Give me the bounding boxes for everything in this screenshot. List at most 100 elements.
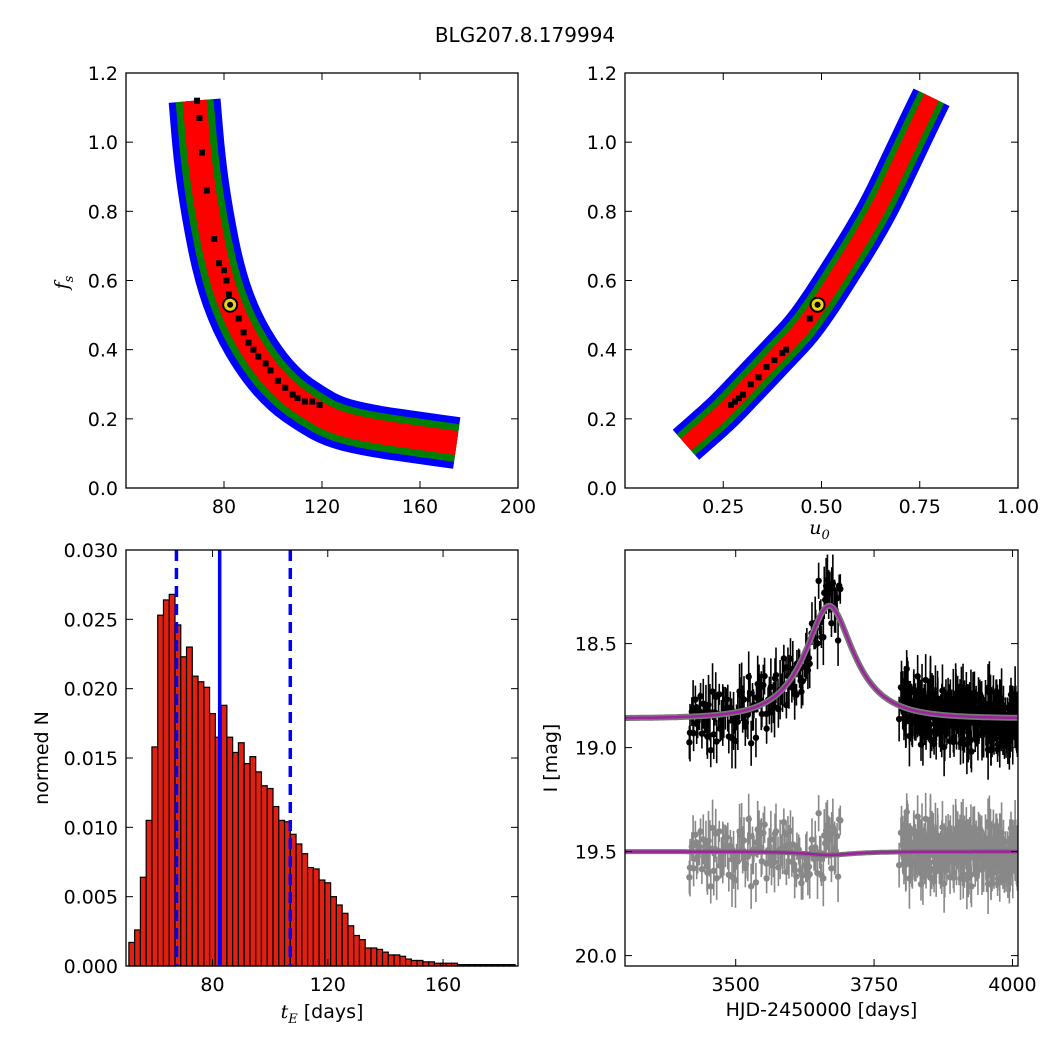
histogram-bar bbox=[370, 947, 378, 967]
histogram-bar bbox=[278, 819, 286, 967]
histogram-bar bbox=[260, 785, 268, 967]
data-point bbox=[799, 677, 806, 685]
y-axis-label: fs bbox=[51, 275, 77, 291]
y-tick-label: 20.0 bbox=[575, 946, 617, 968]
x-tick-label: 80 bbox=[212, 496, 236, 518]
sample-point bbox=[196, 114, 203, 121]
sample-point bbox=[771, 357, 778, 364]
data-point bbox=[1014, 733, 1018, 740]
data-point bbox=[760, 681, 767, 689]
data-point bbox=[692, 696, 699, 703]
panel-tE-fs: 80 120 160 200 0.0 0.2 0.4 0.6 0.8 1.0 1.2 fs bbox=[51, 63, 536, 518]
x-tick-label: 120 bbox=[304, 496, 340, 518]
histogram-bar bbox=[180, 656, 188, 967]
sample-point bbox=[250, 346, 257, 353]
residual-point bbox=[740, 837, 748, 844]
histogram-bar bbox=[168, 593, 176, 967]
histogram-bar bbox=[128, 941, 136, 967]
residual-point bbox=[697, 828, 704, 835]
histogram-bar bbox=[416, 959, 424, 967]
data-point bbox=[740, 696, 748, 703]
best-fit-center bbox=[814, 301, 821, 308]
x-tick-label: 0.25 bbox=[702, 496, 744, 518]
plot-area bbox=[625, 554, 1018, 915]
histogram-bar bbox=[191, 675, 199, 967]
residual-point bbox=[690, 865, 697, 872]
residual-point bbox=[808, 836, 816, 843]
data-point bbox=[745, 673, 752, 680]
y-tick-label: 0.025 bbox=[64, 609, 118, 631]
sample-point bbox=[203, 187, 210, 194]
residual-point bbox=[798, 879, 805, 887]
panel-u0-fs: 0.25 0.50 0.75 1.00 0.0 0.2 0.4 0.6 0.8 1.0 1.2 u0 bbox=[587, 63, 1039, 543]
data-point bbox=[837, 585, 844, 593]
x-tick-label: 80 bbox=[200, 974, 224, 996]
data-point bbox=[960, 735, 967, 743]
y-tick-label: 0.020 bbox=[64, 679, 118, 701]
sample-point bbox=[763, 363, 770, 370]
histogram-bar bbox=[249, 756, 257, 967]
residual-point bbox=[763, 875, 770, 882]
x-axis-label: tE [days] bbox=[281, 1001, 364, 1027]
y-tick-label: 0.030 bbox=[64, 540, 118, 562]
sample-point bbox=[806, 315, 813, 322]
residual-point bbox=[950, 869, 958, 876]
residual-point bbox=[716, 828, 723, 835]
residual-point bbox=[771, 858, 778, 866]
data-point bbox=[716, 691, 723, 698]
y-tick-label: 19.0 bbox=[575, 738, 617, 760]
sample-point bbox=[728, 402, 735, 408]
y-tick-label: 0.2 bbox=[587, 409, 617, 431]
y-tick-label: 0.0 bbox=[88, 478, 118, 500]
y-tick-label: 0.6 bbox=[88, 271, 118, 293]
histogram-bar bbox=[151, 746, 159, 967]
histogram-bar bbox=[387, 954, 395, 967]
sample-point bbox=[223, 277, 230, 284]
data-point bbox=[806, 660, 813, 667]
sample-point bbox=[225, 291, 232, 298]
y-tick-label: 0.015 bbox=[64, 748, 118, 770]
data-point bbox=[814, 640, 821, 647]
histogram-bar bbox=[295, 843, 303, 967]
histogram-bar bbox=[255, 771, 263, 967]
data-point bbox=[713, 738, 720, 745]
histogram-bar bbox=[306, 866, 314, 967]
data-point bbox=[772, 671, 780, 679]
y-tick-label: 0.010 bbox=[64, 817, 118, 839]
sample-point bbox=[255, 353, 262, 360]
histogram-bar bbox=[197, 681, 205, 967]
y-tick-label: 0.4 bbox=[587, 340, 617, 362]
histogram-bar bbox=[312, 868, 320, 967]
residual-point bbox=[713, 874, 720, 882]
data-point bbox=[834, 637, 842, 644]
data-point bbox=[705, 701, 712, 708]
sample-point bbox=[245, 339, 252, 346]
residual-point bbox=[746, 833, 754, 840]
sample-point bbox=[739, 391, 746, 398]
sample-point bbox=[289, 391, 296, 398]
x-axis-label: HJD-2450000 [days] bbox=[726, 999, 918, 1021]
y-tick-label: 0.4 bbox=[88, 340, 118, 362]
data-point bbox=[828, 620, 835, 627]
x-tick-label: 160 bbox=[425, 974, 461, 996]
sample-point bbox=[267, 367, 274, 374]
histogram-bar bbox=[318, 879, 326, 967]
y-tick-label: 0.6 bbox=[587, 271, 617, 293]
histogram-bar bbox=[145, 819, 153, 967]
data-point bbox=[820, 633, 827, 641]
y-axis-label: I [mag] bbox=[540, 724, 562, 793]
data-point bbox=[968, 748, 975, 755]
data-point bbox=[696, 708, 703, 715]
residual-point bbox=[837, 817, 844, 824]
y-axis-label: normed N bbox=[31, 711, 53, 805]
histogram-bar bbox=[376, 948, 384, 967]
histogram-bar bbox=[330, 896, 338, 967]
histogram-bar bbox=[237, 742, 245, 967]
y-tick-label: 0.2 bbox=[88, 409, 118, 431]
residual-model-curve bbox=[625, 850, 1018, 857]
histogram-bar bbox=[358, 939, 366, 967]
histogram-bar bbox=[341, 912, 349, 967]
x-axis-label: u0 bbox=[809, 517, 830, 543]
data-point bbox=[763, 725, 770, 732]
